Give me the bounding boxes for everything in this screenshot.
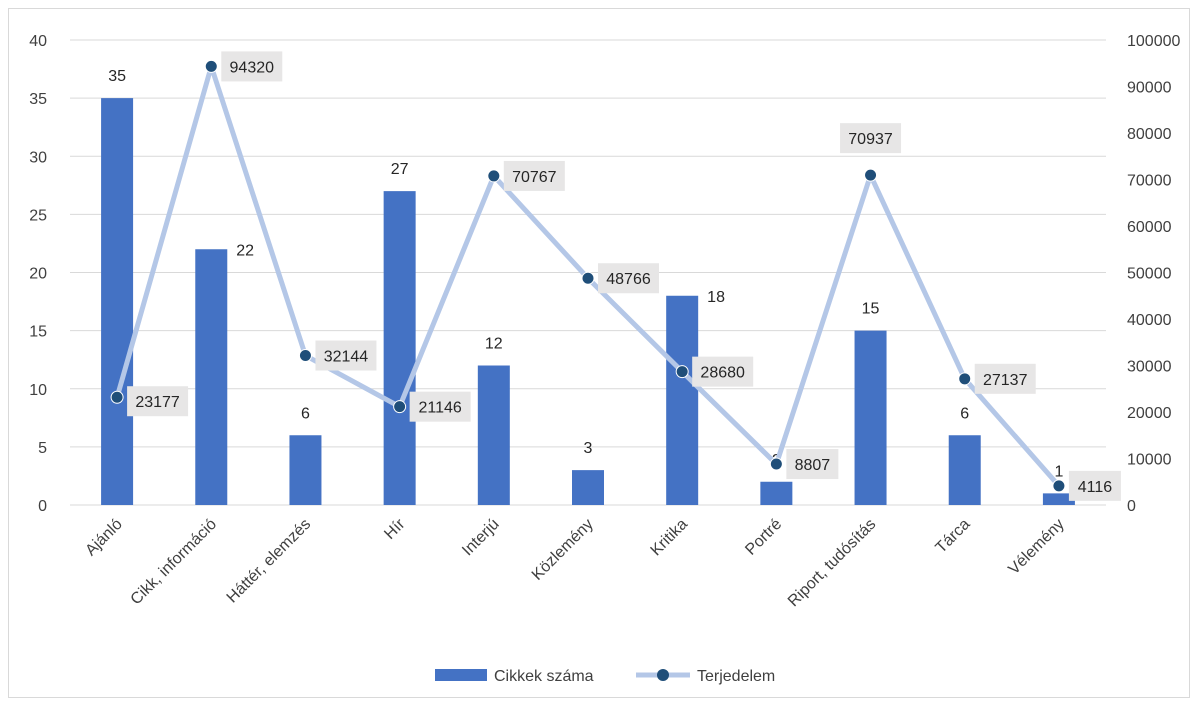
x-tick-label: Ajánló bbox=[82, 516, 126, 560]
legend-bar-swatch bbox=[435, 669, 487, 681]
line-label-box bbox=[692, 356, 754, 387]
bar-data-label: 22 bbox=[236, 242, 254, 259]
bar bbox=[854, 330, 887, 505]
x-tick-label: Kritika bbox=[648, 516, 692, 560]
y2-tick-label: 0 bbox=[1127, 498, 1136, 515]
line-data-label: 28680 bbox=[700, 365, 745, 382]
bar bbox=[383, 191, 416, 505]
bar bbox=[760, 481, 793, 505]
y2-tick-label: 30000 bbox=[1127, 359, 1172, 376]
bar bbox=[101, 98, 134, 505]
line-marker bbox=[581, 271, 595, 285]
y-tick-label: 20 bbox=[29, 266, 47, 283]
line-label-box bbox=[127, 386, 189, 417]
line-marker bbox=[298, 349, 312, 363]
line-label-box bbox=[786, 449, 839, 480]
y-tick-label: 5 bbox=[38, 440, 47, 457]
y-tick-label: 10 bbox=[29, 382, 47, 399]
x-tick-label: Tárca bbox=[933, 516, 974, 557]
bar bbox=[572, 470, 604, 505]
line-marker bbox=[487, 169, 501, 183]
bar bbox=[195, 249, 228, 505]
line-marker bbox=[393, 400, 407, 414]
line-label-box bbox=[1068, 470, 1121, 501]
x-tick-label: Vélemény bbox=[1005, 516, 1067, 578]
line-marker bbox=[675, 365, 689, 379]
y2-tick-label: 60000 bbox=[1127, 219, 1172, 236]
y2-tick-label: 10000 bbox=[1127, 452, 1172, 469]
x-tick-label: Interjú bbox=[459, 516, 502, 559]
line-label-box bbox=[840, 123, 902, 154]
line-data-label: 8807 bbox=[795, 457, 831, 474]
legend-bar-label: Cikkek száma bbox=[494, 668, 594, 685]
bar-data-label: 6 bbox=[301, 405, 310, 422]
bar bbox=[1042, 493, 1075, 505]
line-marker bbox=[1052, 479, 1066, 493]
line-data-label: 23177 bbox=[135, 394, 180, 411]
line-data-label: 94320 bbox=[230, 59, 275, 76]
y2-tick-label: 70000 bbox=[1127, 173, 1172, 190]
y2-tick-label: 50000 bbox=[1127, 266, 1172, 283]
y2-tick-label: 80000 bbox=[1127, 126, 1172, 143]
y2-tick-label: 20000 bbox=[1127, 405, 1172, 422]
line-label-box bbox=[315, 340, 377, 371]
line-label-box bbox=[221, 51, 283, 82]
y2-tick-label: 40000 bbox=[1127, 312, 1172, 329]
line-data-label: 21146 bbox=[418, 400, 461, 417]
x-tick-label: Portré bbox=[742, 516, 785, 559]
bar bbox=[666, 295, 699, 505]
line-data-label: 27137 bbox=[983, 372, 1028, 389]
bar bbox=[477, 365, 510, 505]
y-tick-label: 15 bbox=[29, 324, 47, 341]
line-label-box bbox=[974, 363, 1036, 394]
y2-tick-label: 100000 bbox=[1127, 33, 1180, 50]
line-marker bbox=[958, 372, 972, 386]
line-label-box bbox=[409, 391, 471, 422]
line-marker bbox=[769, 457, 783, 471]
bar-data-label: 3 bbox=[584, 440, 593, 457]
bar-data-label: 18 bbox=[707, 289, 725, 306]
bar-data-label: 6 bbox=[960, 405, 969, 422]
y2-tick-label: 90000 bbox=[1127, 80, 1172, 97]
line-marker bbox=[204, 59, 218, 73]
y-tick-label: 35 bbox=[29, 91, 47, 108]
x-tick-label: Cikk, információ bbox=[128, 516, 221, 609]
legend-line-label: Terjedelem bbox=[697, 668, 775, 685]
bar-data-label: 1 bbox=[1054, 463, 1063, 480]
line-data-label: 48766 bbox=[606, 271, 651, 288]
y-tick-label: 40 bbox=[29, 33, 47, 50]
line-data-label: 70937 bbox=[848, 131, 893, 148]
y-tick-label: 0 bbox=[38, 498, 47, 515]
legend-line-marker bbox=[657, 669, 669, 681]
line-marker bbox=[110, 390, 124, 404]
bar bbox=[948, 435, 981, 505]
bar-data-label: 12 bbox=[485, 336, 503, 353]
x-tick-label: Közlemény bbox=[529, 516, 597, 584]
bar-data-label: 15 bbox=[862, 301, 880, 318]
line-data-label: 32144 bbox=[324, 349, 369, 366]
line-label-box bbox=[503, 160, 565, 191]
line-marker bbox=[864, 168, 878, 182]
x-tick-label: Hír bbox=[381, 515, 409, 543]
x-tick-label: Riport, tudósítás bbox=[785, 516, 879, 610]
line-data-label: 4116 bbox=[1078, 479, 1113, 496]
x-tick-label: Háttér, elemzés bbox=[224, 516, 315, 607]
y-tick-label: 30 bbox=[29, 149, 47, 166]
line-data-label: 70767 bbox=[512, 169, 557, 186]
bar-data-label: 27 bbox=[391, 161, 409, 178]
bar bbox=[289, 435, 322, 505]
line-label-box bbox=[598, 263, 659, 294]
bar-data-label: 35 bbox=[108, 68, 126, 85]
y-tick-label: 25 bbox=[29, 207, 47, 224]
